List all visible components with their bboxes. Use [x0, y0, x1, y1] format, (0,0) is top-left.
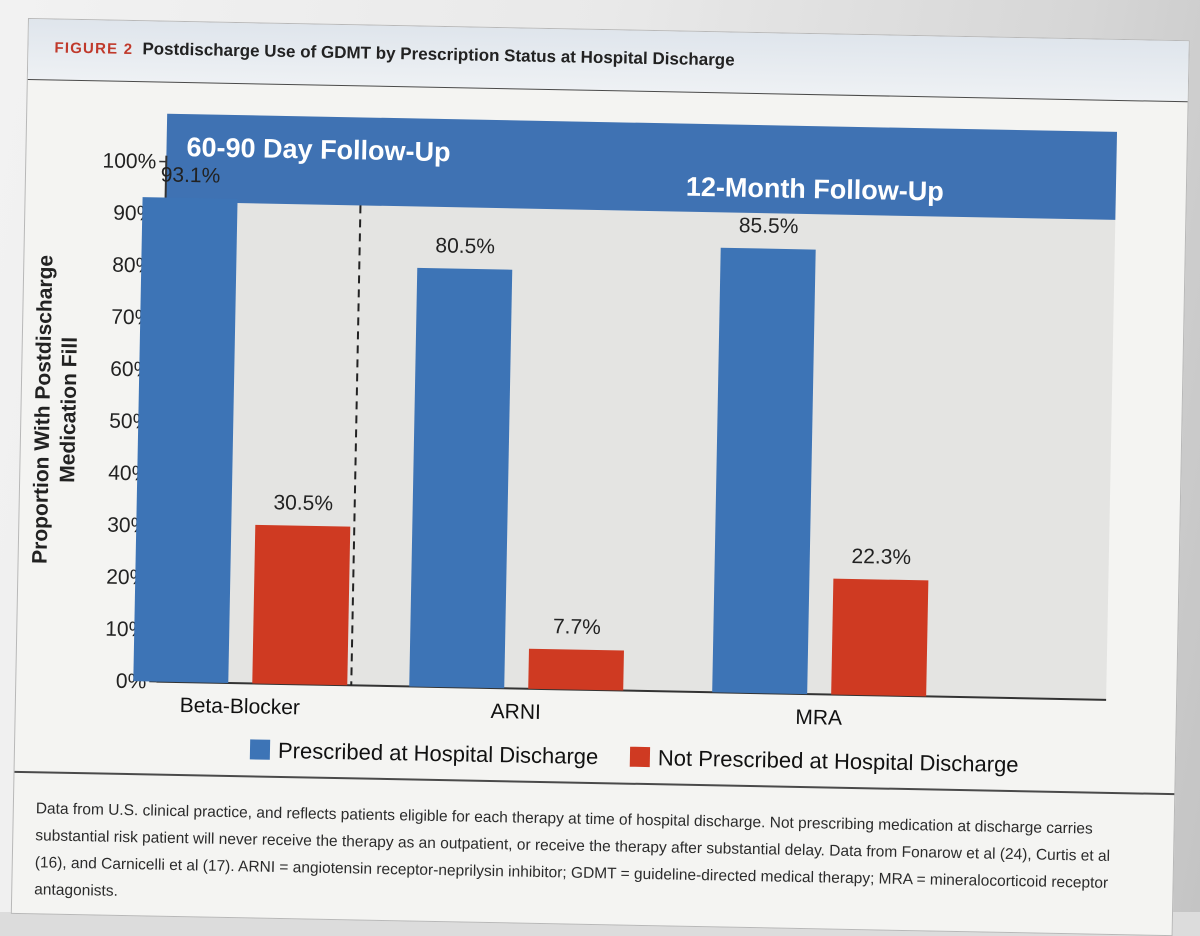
bar-arni-not-prescribed: [528, 649, 624, 691]
bar-beta-blocker-prescribed: [133, 197, 237, 683]
figure-title: Postdischarge Use of GDMT by Prescriptio…: [142, 39, 735, 70]
panel-label-60-90-day: 60-90 Day Follow-Up: [186, 132, 451, 167]
data-label: 80.5%: [435, 234, 495, 258]
follow-up-band: [165, 114, 1117, 220]
bar-mra-prescribed: [712, 248, 816, 694]
category-labels: Beta-Blocker ARNI MRA: [179, 694, 842, 730]
x-category-label: ARNI: [490, 700, 541, 724]
panel-label-12-month: 12-Month Follow-Up: [686, 172, 944, 207]
legend-label-not-prescribed: Not Prescribed at Hospital Discharge: [658, 745, 1019, 777]
legend-label-prescribed: Prescribed at Hospital Discharge: [278, 738, 599, 769]
legend: Prescribed at Hospital Discharge Not Pres…: [250, 737, 1019, 777]
y-axis-title: Proportion With Postdischarge Medication…: [29, 255, 84, 565]
legend-swatch-prescribed: [250, 739, 270, 759]
legend-swatch-not-prescribed: [630, 747, 650, 767]
bar-chart: 60-90 Day Follow-Up 12-Month Follow-Up P…: [15, 79, 1138, 790]
bar-arni-prescribed: [409, 268, 512, 688]
figure-label: FIGURE 2: [54, 40, 133, 59]
x-category-label: MRA: [795, 706, 842, 730]
x-category-label: Beta-Blocker: [179, 694, 300, 719]
data-label: 30.5%: [273, 491, 333, 515]
bar-mra-not-prescribed: [831, 579, 928, 697]
bar-beta-blocker-not-prescribed: [252, 525, 350, 685]
figure-page: FIGURE 2 Postdischarge Use of GDMT by Pr…: [11, 18, 1190, 936]
data-label: 22.3%: [851, 545, 911, 569]
y-axis-title-line-1: Proportion With Postdischarge: [29, 255, 58, 564]
y-axis-title-line-2: Medication Fill: [56, 337, 82, 483]
data-label: 7.7%: [553, 615, 601, 639]
data-label: 85.5%: [739, 214, 799, 238]
data-label: 93.1%: [161, 163, 221, 187]
y-tick-label: 100%: [102, 149, 156, 173]
figure-caption: Data from U.S. clinical practice, and re…: [34, 795, 1116, 924]
